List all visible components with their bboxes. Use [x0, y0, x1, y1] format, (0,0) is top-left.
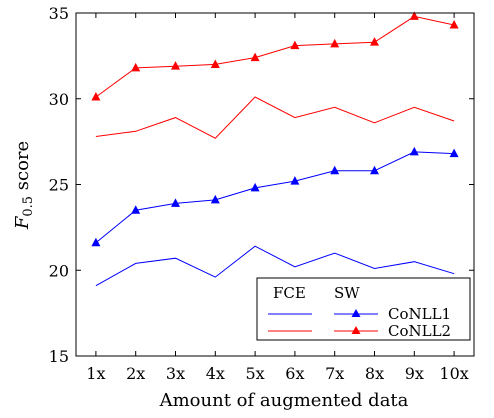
data-point-sw-conll1: [91, 237, 101, 247]
data-point-sw-conll2: [171, 61, 180, 70]
legend-marker-sw-conll1: [351, 309, 361, 317]
x-tick-label: 3x: [166, 364, 185, 383]
y-axis-label-subscript: 0.5: [21, 196, 36, 217]
data-point-sw-conll1: [250, 182, 260, 192]
series-layer: [91, 11, 459, 287]
data-point-sw-conll1: [171, 198, 180, 207]
y-axis-label-rest: score: [12, 141, 33, 196]
data-point-sw-conll2: [330, 38, 340, 48]
legend-label-conll1: CoNLL1: [388, 305, 451, 323]
data-point-sw-conll2: [370, 37, 379, 46]
y-tick-label: 35: [49, 4, 69, 23]
plot-frame: [75, 12, 475, 357]
y-tick-label: 20: [49, 261, 69, 280]
legend: FCE SW CoNLL1 CoNLL2: [256, 277, 471, 341]
series-line-fce-conll2: [95, 96, 455, 139]
y-tick-label: 25: [49, 176, 69, 195]
data-point-sw-conll1: [370, 165, 379, 175]
data-point-sw-conll1: [290, 176, 300, 185]
y-tick-label: 30: [49, 90, 69, 109]
data-point-sw-conll1: [449, 148, 459, 158]
data-point-sw-conll1: [131, 205, 141, 214]
legend-box: [256, 277, 471, 341]
data-point-sw-conll2: [449, 20, 459, 29]
data-point-sw-conll2: [131, 62, 141, 72]
x-axis-label: Amount of augmented data: [159, 390, 409, 411]
y-tick-label: 15: [49, 347, 69, 366]
data-point-sw-conll2: [290, 40, 300, 50]
x-tick-label: 4x: [206, 364, 225, 383]
series-line-sw-conll1: [95, 151, 455, 244]
x-tick-label: 1x: [86, 364, 105, 383]
data-point-sw-conll1: [210, 194, 220, 204]
x-tick-label: 9x: [405, 364, 424, 383]
x-tick-label: 6x: [285, 364, 304, 383]
x-tick-label: 8x: [365, 364, 384, 383]
data-point-sw-conll2: [210, 59, 220, 68]
data-point-sw-conll1: [409, 146, 419, 156]
x-tick-label: 2x: [126, 364, 145, 383]
y-axis-label: F0.5 score: [12, 141, 36, 230]
series-line-sw-conll2: [95, 15, 455, 98]
x-tick-label: 10x: [439, 364, 468, 383]
series-line-fce-conll1: [95, 245, 455, 287]
x-tick-label: 5x: [245, 364, 264, 383]
legend-label-conll2: CoNLL2: [388, 322, 451, 340]
data-point-sw-conll1: [330, 165, 340, 175]
legend-marker-sw-conll2: [351, 326, 361, 334]
data-point-sw-conll2: [250, 52, 260, 62]
x-tick-label: 7x: [325, 364, 344, 383]
data-point-sw-conll2: [91, 92, 101, 101]
y-axis-label-main: F: [12, 215, 33, 230]
ticks-layer: 15 20 25 30 35 1x 2x 3x 4x 5x 6x 7x 8x 9x 10x: [49, 4, 474, 383]
legend-header-sw: SW: [334, 284, 360, 302]
legend-header-fce: FCE: [273, 284, 306, 302]
data-point-sw-conll2: [409, 11, 419, 20]
